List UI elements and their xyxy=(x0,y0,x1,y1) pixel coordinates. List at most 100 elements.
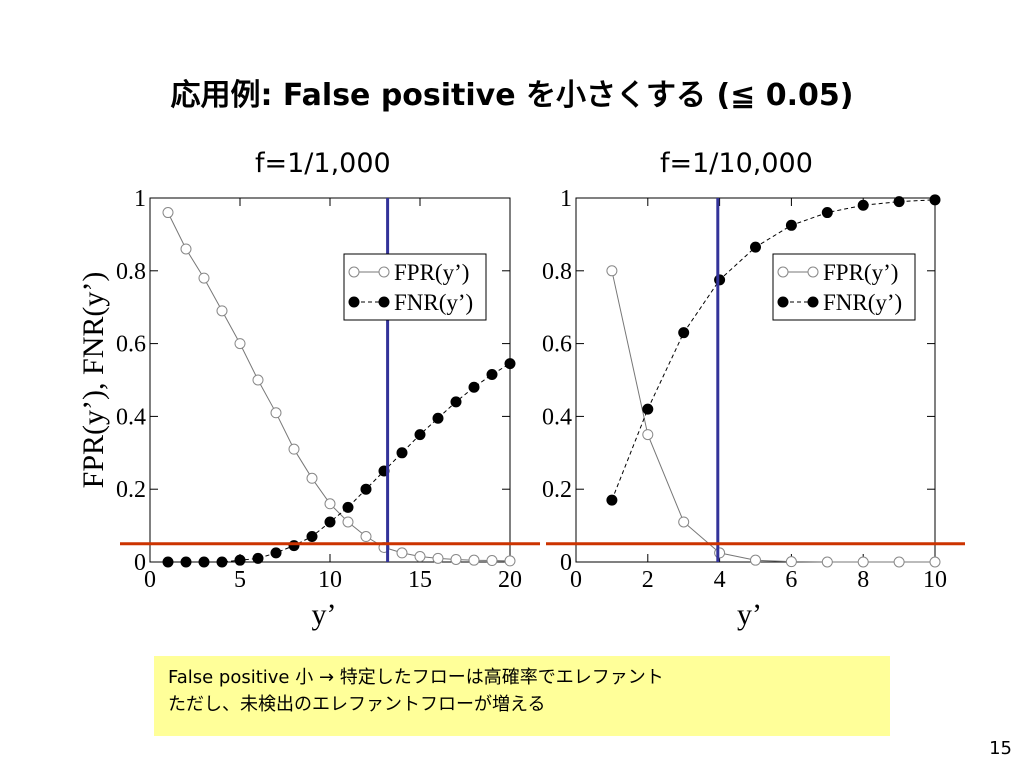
x-tick-label: 5 xyxy=(234,567,246,593)
data-point-fpr xyxy=(270,407,282,419)
x-tick-label: 15 xyxy=(408,567,432,593)
data-point-fpr xyxy=(929,556,941,568)
data-point-fnr xyxy=(821,207,833,219)
data-point-fpr xyxy=(432,552,444,564)
data-point-fpr xyxy=(606,265,618,277)
data-point-fpr xyxy=(642,429,654,441)
data-point-fnr xyxy=(893,196,905,208)
data-point-fnr xyxy=(432,412,444,424)
data-point-fpr xyxy=(360,531,372,543)
data-point-fnr xyxy=(360,483,372,495)
data-point-fnr xyxy=(929,194,941,206)
data-point-fpr xyxy=(342,516,354,528)
data-point-fnr xyxy=(180,556,192,568)
data-point-fnr xyxy=(450,396,462,408)
slide-title: 応用例: False positive を小さくする (≦ 0.05) xyxy=(170,78,854,113)
data-point-fpr xyxy=(198,272,210,284)
y-tick-label: 0.8 xyxy=(542,259,572,285)
data-point-fpr xyxy=(162,207,174,219)
chart-title-left: f=1/1,000 xyxy=(255,148,391,179)
legend-label-fpr: FPR(y’) xyxy=(394,260,469,285)
data-point-fpr xyxy=(857,556,869,568)
x-tick-label: 10 xyxy=(318,567,342,593)
data-point-fpr xyxy=(180,243,192,255)
data-point-fnr xyxy=(216,556,228,568)
page-number: 15 xyxy=(989,738,1012,759)
y-tick-label: 0.4 xyxy=(542,404,572,430)
y-tick-label: 0.2 xyxy=(542,477,572,503)
x-tick-label: 0 xyxy=(570,567,582,593)
legend-box xyxy=(772,253,916,321)
data-point-fpr xyxy=(678,516,690,528)
note-box: False positive 小 → 特定したフローは高確率でエレファント ただ… xyxy=(154,656,890,736)
data-point-fnr xyxy=(342,501,354,513)
legend-marker xyxy=(378,266,390,278)
chart-title-right: f=1/10,000 xyxy=(660,148,813,179)
legend-marker xyxy=(807,296,819,308)
x-tick-label: 2 xyxy=(642,567,654,593)
x-axis-label: y’ xyxy=(737,598,762,631)
data-point-fpr xyxy=(486,555,498,567)
legend-marker xyxy=(348,266,360,278)
data-point-fnr xyxy=(486,369,498,381)
legend-label-fnr: FNR(y’) xyxy=(823,290,902,315)
data-point-fpr xyxy=(750,554,761,566)
x-tick-label: 4 xyxy=(714,567,726,593)
charts: FPR(y’), FNR(y’) 0 5 10 15 2000.20.40.60.81y… xyxy=(77,186,965,631)
data-point-fnr xyxy=(414,429,426,441)
data-point-fnr xyxy=(270,547,282,559)
data-point-fpr xyxy=(306,472,318,484)
legend-marker xyxy=(777,266,789,278)
legend-box xyxy=(343,253,487,321)
note-line-2: ただし、未検出のエレファントフローが増える xyxy=(168,694,546,715)
series-line-fnr xyxy=(611,199,936,501)
data-point-fnr xyxy=(785,219,797,231)
data-point-fnr xyxy=(606,494,618,506)
legend-label-fpr: FPR(y’) xyxy=(823,260,898,285)
data-point-fpr xyxy=(468,554,480,566)
legend-marker xyxy=(777,296,789,308)
legend-label-fnr: FNR(y’) xyxy=(394,290,473,315)
series-line-fnr xyxy=(168,363,511,563)
data-point-fpr xyxy=(821,556,833,568)
data-point-fnr xyxy=(324,516,336,528)
data-point-fpr xyxy=(234,338,246,350)
x-tick-label: 20 xyxy=(498,567,522,593)
data-point-fnr xyxy=(468,381,480,393)
data-point-fpr xyxy=(785,556,797,568)
data-point-fpr xyxy=(893,556,905,568)
data-point-fnr xyxy=(162,556,174,568)
data-point-fpr xyxy=(288,443,300,455)
data-point-fnr xyxy=(678,327,690,339)
note-line-1: False positive 小 → 特定したフローは高確率でエレファント xyxy=(168,667,664,688)
y-tick-label: 0.2 xyxy=(116,477,146,503)
data-point-fnr xyxy=(198,556,210,568)
y-tick-label: 0.6 xyxy=(542,332,572,358)
y-tick-label: 1 xyxy=(134,186,146,212)
legend: FPR(y’) FNR(y’) xyxy=(772,253,916,321)
data-point-fnr xyxy=(504,358,516,370)
data-point-fpr xyxy=(324,498,336,510)
x-tick-label: 0 xyxy=(144,567,156,593)
legend-marker xyxy=(378,296,390,308)
legend-marker xyxy=(348,296,360,308)
y-tick-label: 0 xyxy=(134,550,146,576)
x-tick-label: 8 xyxy=(857,567,869,593)
data-point-fnr xyxy=(714,274,726,286)
data-point-fpr xyxy=(396,547,408,559)
x-tick-label: 10 xyxy=(923,567,947,593)
y-tick-label: 0.6 xyxy=(116,332,146,358)
data-point-fpr xyxy=(714,547,726,559)
x-tick-label: 6 xyxy=(785,567,797,593)
y-axis-label-left: FPR(y’), FNR(y’) xyxy=(77,272,110,489)
data-point-fpr xyxy=(252,374,264,386)
legend-marker xyxy=(807,266,819,278)
y-tick-label: 0.4 xyxy=(116,404,146,430)
x-axis-label: y’ xyxy=(312,598,337,631)
y-tick-label: 0 xyxy=(560,550,572,576)
data-point-fnr xyxy=(288,540,300,552)
chart-2: 0 2 4 6 8 10 0 0.2 0.4 0.6 0.8 1 y’ FPR(y’) FNR(y’) xyxy=(542,186,965,631)
data-point-fnr xyxy=(306,531,318,543)
series-line-fpr xyxy=(611,270,935,563)
data-point-fpr xyxy=(414,551,426,563)
